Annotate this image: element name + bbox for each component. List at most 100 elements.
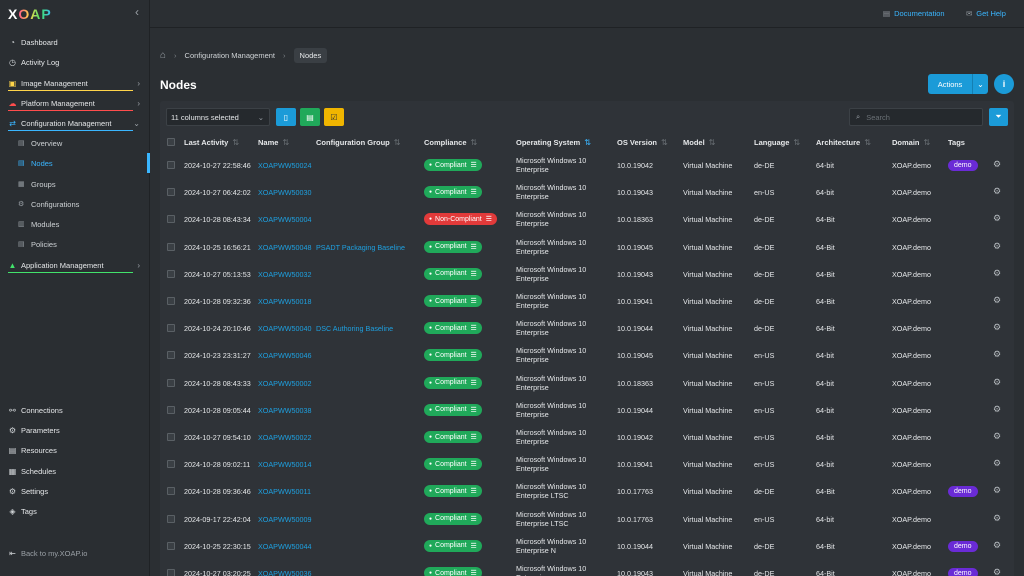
cell-name-link[interactable]: XOAPWW50024 (258, 161, 312, 170)
table-row[interactable]: 2024-10-28 09:32:36 XOAPWW50018 ● Compliant… (160, 288, 1014, 315)
export-csv-button[interactable]: ▯ (276, 108, 296, 126)
collapse-sidebar-icon[interactable]: ‹ (135, 5, 139, 19)
back-link[interactable]: ⇤ Back to my.XOAP.io (9, 548, 88, 558)
select-all-checkbox[interactable] (167, 138, 175, 146)
cell-name-link[interactable]: XOAPWW50040 (258, 324, 312, 334)
sidebar-item-platform-management[interactable]: ☁ Platform Management › (8, 98, 141, 108)
row-checkbox[interactable] (167, 487, 175, 497)
cell-name-link[interactable]: XOAPWW50022 (258, 433, 312, 442)
sidebar-item-schedules[interactable]: ▦ Schedules (8, 466, 57, 476)
gear-icon[interactable]: ⚙ (993, 322, 1002, 333)
compliance-badge[interactable]: ● Compliant ☰ (424, 267, 482, 280)
gear-icon[interactable]: ⚙ (993, 186, 1002, 197)
table-row[interactable]: 2024-10-27 09:54:10 XOAPWW50022 ● Compliant… (160, 424, 1014, 451)
row-checkbox[interactable] (167, 269, 175, 280)
breadcrumb-parent[interactable]: Configuration Management (184, 51, 276, 60)
sidebar-sub-policies[interactable]: ▤ Policies (18, 239, 57, 249)
gear-icon[interactable]: ⚙ (993, 539, 1002, 550)
table-row[interactable]: 2024-09-17 22:42:04 XOAPWW50009 ● Compliant… (160, 506, 1014, 533)
gear-icon[interactable]: ⚙ (993, 159, 1002, 169)
compliance-badge[interactable]: ● Compliant ☰ (424, 186, 482, 199)
compliance-badge[interactable]: ● Compliant ☰ (424, 485, 482, 498)
gear-icon[interactable]: ⚙ (993, 403, 1002, 414)
table-row[interactable]: 2024-10-23 23:31:27 XOAPWW50046 ● Compliant… (160, 342, 1014, 369)
compliance-badge[interactable]: ● Compliant ☰ (424, 295, 482, 307)
table-row[interactable]: 2024-10-28 09:02:11 XOAPWW50014 ● Compliant… (160, 451, 1014, 478)
header-domain[interactable]: Domain ⇅ (892, 138, 931, 147)
cell-name-link[interactable]: XOAPWW50014 (258, 460, 312, 470)
row-checkbox[interactable] (167, 188, 175, 198)
table-row[interactable]: 2024-10-28 08:43:34 XOAPWW50004 ● Non-Compl… (160, 206, 1014, 233)
header-name[interactable]: Name ⇅ (258, 138, 290, 147)
cell-name-link[interactable]: XOAPWW50002 (258, 378, 312, 388)
compliance-badge[interactable]: ● Compliant ☰ (424, 458, 482, 471)
gear-icon[interactable]: ⚙ (993, 349, 1002, 360)
export-excel-button[interactable]: ▤ (300, 108, 320, 126)
table-row[interactable]: 2024-10-28 09:36:46 XOAPWW50011 ● Compliant… (160, 478, 1014, 505)
row-checkbox[interactable] (167, 351, 175, 361)
chevron-down-icon[interactable]: ⌄ (972, 74, 988, 94)
search-input[interactable] (866, 112, 967, 122)
table-row[interactable]: 2024-10-24 20:10:46 XOAPWW50040 DSC Author… (160, 315, 1014, 342)
cell-name-link[interactable]: XOAPWW50009 (258, 514, 312, 524)
table-row[interactable]: 2024-10-25 16:56:21 XOAPWW50048 PSADT Pack… (160, 234, 1014, 261)
gear-icon[interactable]: ⚙ (993, 240, 1002, 251)
gear-icon[interactable]: ⚙ (993, 213, 1002, 224)
sidebar-sub-configurations[interactable]: ⚙ Configurations (18, 199, 80, 209)
cell-name-link[interactable]: XOAPWW50032 (258, 269, 312, 279)
row-checkbox[interactable] (167, 242, 175, 253)
compliance-badge[interactable]: ● Compliant ☰ (424, 349, 482, 362)
header-configuration-group[interactable]: Configuration Group ⇅ (316, 138, 401, 147)
filter-button[interactable]: ⏷ (989, 108, 1008, 126)
sidebar-item-tags[interactable]: ◈ Tags (9, 506, 37, 516)
header-last-activity[interactable]: Last Activity ⇅ (184, 138, 240, 147)
cell-name-link[interactable]: XOAPWW50018 (258, 297, 312, 306)
select-all-button[interactable]: ☑ (324, 108, 344, 126)
sidebar-item-application-management[interactable]: ▲ Application Management › (8, 260, 140, 270)
table-row[interactable]: 2024-10-28 09:05:44 XOAPWW50038 ● Compliant… (160, 397, 1014, 424)
compliance-badge[interactable]: ● Compliant ☰ (424, 567, 482, 576)
sidebar-item-resources[interactable]: ▤ Resources (8, 445, 57, 455)
header-compliance[interactable]: Compliance ⇅ (424, 138, 478, 147)
tag-badge[interactable]: demo (948, 486, 978, 498)
table-row[interactable]: 2024-10-27 03:20:25 XOAPWW50036 ● Compliant… (160, 560, 1014, 576)
sidebar-sub-modules[interactable]: ▥ Modules (18, 219, 60, 229)
gear-icon[interactable]: ⚙ (993, 485, 1002, 496)
row-checkbox[interactable] (167, 378, 175, 389)
compliance-badge[interactable]: ● Compliant ☰ (424, 322, 482, 335)
tag-badge[interactable]: demo (948, 160, 978, 171)
cell-configuration-group-link[interactable]: PSADT Packaging Baseline (316, 242, 405, 252)
header-os-version[interactable]: OS Version ⇅ (617, 138, 668, 147)
cell-name-link[interactable]: XOAPWW50030 (258, 188, 312, 198)
sidebar-sub-overview[interactable]: ▤ Overview (18, 138, 63, 148)
compliance-badge[interactable]: ● Compliant ☰ (424, 539, 482, 552)
row-checkbox[interactable] (167, 569, 175, 576)
gear-icon[interactable]: ⚙ (993, 458, 1002, 469)
cell-name-link[interactable]: XOAPWW50011 (258, 487, 311, 497)
row-checkbox[interactable] (167, 297, 175, 307)
sidebar-item-configuration-management[interactable]: ⇄ Configuration Management ⌄ (9, 118, 140, 128)
gear-icon[interactable]: ⚙ (993, 567, 1002, 576)
row-checkbox[interactable] (167, 514, 175, 525)
info-button[interactable]: i (994, 74, 1014, 94)
header-operating-system[interactable]: Operating System ⇅ (516, 138, 591, 147)
cell-name-link[interactable]: XOAPWW50048 (258, 242, 312, 252)
gear-icon[interactable]: ⚙ (993, 431, 1002, 441)
tag-badge[interactable]: demo (948, 568, 978, 576)
row-checkbox[interactable] (167, 460, 175, 470)
gear-icon[interactable]: ⚙ (993, 512, 1002, 523)
cell-name-link[interactable]: XOAPWW50004 (258, 215, 312, 225)
compliance-badge[interactable]: ● Compliant ☰ (424, 159, 482, 171)
gear-icon[interactable]: ⚙ (993, 295, 1002, 305)
gear-icon[interactable]: ⚙ (993, 376, 1002, 387)
header-language[interactable]: Language ⇅ (754, 138, 801, 147)
sidebar-sub-nodes[interactable]: ▤ Nodes (18, 158, 53, 168)
columns-select[interactable]: 11 columns selected ⌄ (166, 108, 270, 126)
documentation-link[interactable]: ▤ Documentation (883, 9, 945, 18)
sidebar-item-connections[interactable]: ⚯ Connections (9, 405, 63, 415)
compliance-badge[interactable]: ● Compliant ☰ (424, 512, 482, 525)
table-row[interactable]: 2024-10-27 05:13:53 XOAPWW50032 ● Compliant… (160, 261, 1014, 288)
row-checkbox[interactable] (167, 161, 175, 171)
table-row[interactable]: 2024-10-27 06:42:02 XOAPWW50030 ● Compliant… (160, 179, 1014, 206)
table-row[interactable]: 2024-10-25 22:30:15 XOAPWW50044 ● Compliant… (160, 533, 1014, 560)
